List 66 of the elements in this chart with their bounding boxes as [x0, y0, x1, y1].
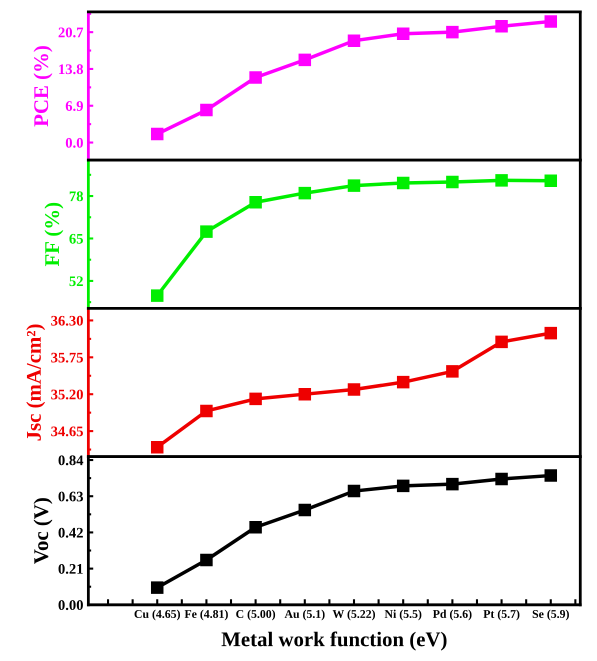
y-tick-label: 65	[69, 234, 83, 244]
x-tick-label: Fe (4.81)	[184, 610, 228, 620]
point	[495, 472, 508, 486]
x-tick-label: Cu (4.65)	[134, 610, 180, 620]
point	[348, 179, 360, 192]
point	[348, 34, 360, 47]
point	[544, 15, 558, 28]
y-tick-label: 0.63	[58, 492, 83, 502]
y-tick-label: 20.7	[58, 28, 84, 38]
point	[298, 186, 312, 200]
y-tick-label: 13.8	[59, 64, 84, 74]
point	[150, 289, 164, 302]
point	[200, 404, 213, 418]
point	[495, 174, 508, 187]
x-tick-label: Se (5.9)	[532, 610, 569, 620]
y-axis-title: Jsc (mA/cm²)	[26, 324, 46, 440]
y-axis-title: PCE (%)	[34, 46, 52, 126]
point	[249, 71, 262, 84]
y-tick-label: 35.75	[51, 352, 83, 363]
x-tick-label: C (5.00)	[236, 610, 276, 620]
point	[544, 174, 558, 187]
y-tick-label: 34.65	[51, 426, 83, 436]
point	[249, 521, 262, 534]
point	[446, 26, 459, 38]
point	[544, 469, 558, 482]
point	[446, 176, 459, 188]
y-tick-label: 6.9	[66, 101, 83, 112]
point	[396, 480, 410, 492]
point	[249, 392, 262, 406]
point	[200, 554, 213, 566]
point	[348, 484, 360, 498]
point	[446, 478, 459, 490]
point	[348, 383, 360, 396]
point	[200, 225, 213, 238]
x-tick-label: Au (5.1)	[284, 610, 325, 620]
y-tick-label: 0.84	[58, 455, 84, 466]
y-tick-label: 0.0	[66, 138, 83, 148]
x-tick-label: Pd (5.6)	[432, 610, 472, 620]
point	[544, 326, 558, 340]
y-tick-label: 36.30	[51, 316, 83, 326]
point	[396, 376, 410, 388]
point	[298, 504, 312, 516]
point	[249, 196, 262, 208]
y-axis-title: Voc (V)	[34, 498, 52, 564]
y-tick-label: 52	[69, 276, 83, 286]
x-tick-label: Pt (5.7)	[483, 610, 520, 620]
point	[396, 28, 410, 40]
point	[446, 365, 459, 378]
point	[150, 581, 164, 594]
y-tick-label: 0.00	[58, 600, 83, 610]
point	[396, 176, 410, 190]
y-axis-title: FF (%)	[44, 202, 64, 266]
y-tick-label: 35.20	[51, 390, 83, 400]
point	[495, 20, 508, 33]
point	[298, 54, 312, 66]
y-tick-label: 0.42	[58, 528, 83, 538]
point	[200, 104, 213, 116]
point	[150, 440, 164, 454]
x-tick-label: W (5.22)	[332, 610, 376, 620]
point	[495, 336, 508, 348]
x-tick-label: Ni (5.5)	[384, 610, 422, 620]
x-axis-title: Metal work function (eV)	[222, 631, 447, 651]
y-tick-label: 78	[70, 191, 84, 202]
point	[298, 388, 312, 400]
y-tick-label: 0.21	[58, 564, 83, 574]
point	[150, 128, 164, 140]
